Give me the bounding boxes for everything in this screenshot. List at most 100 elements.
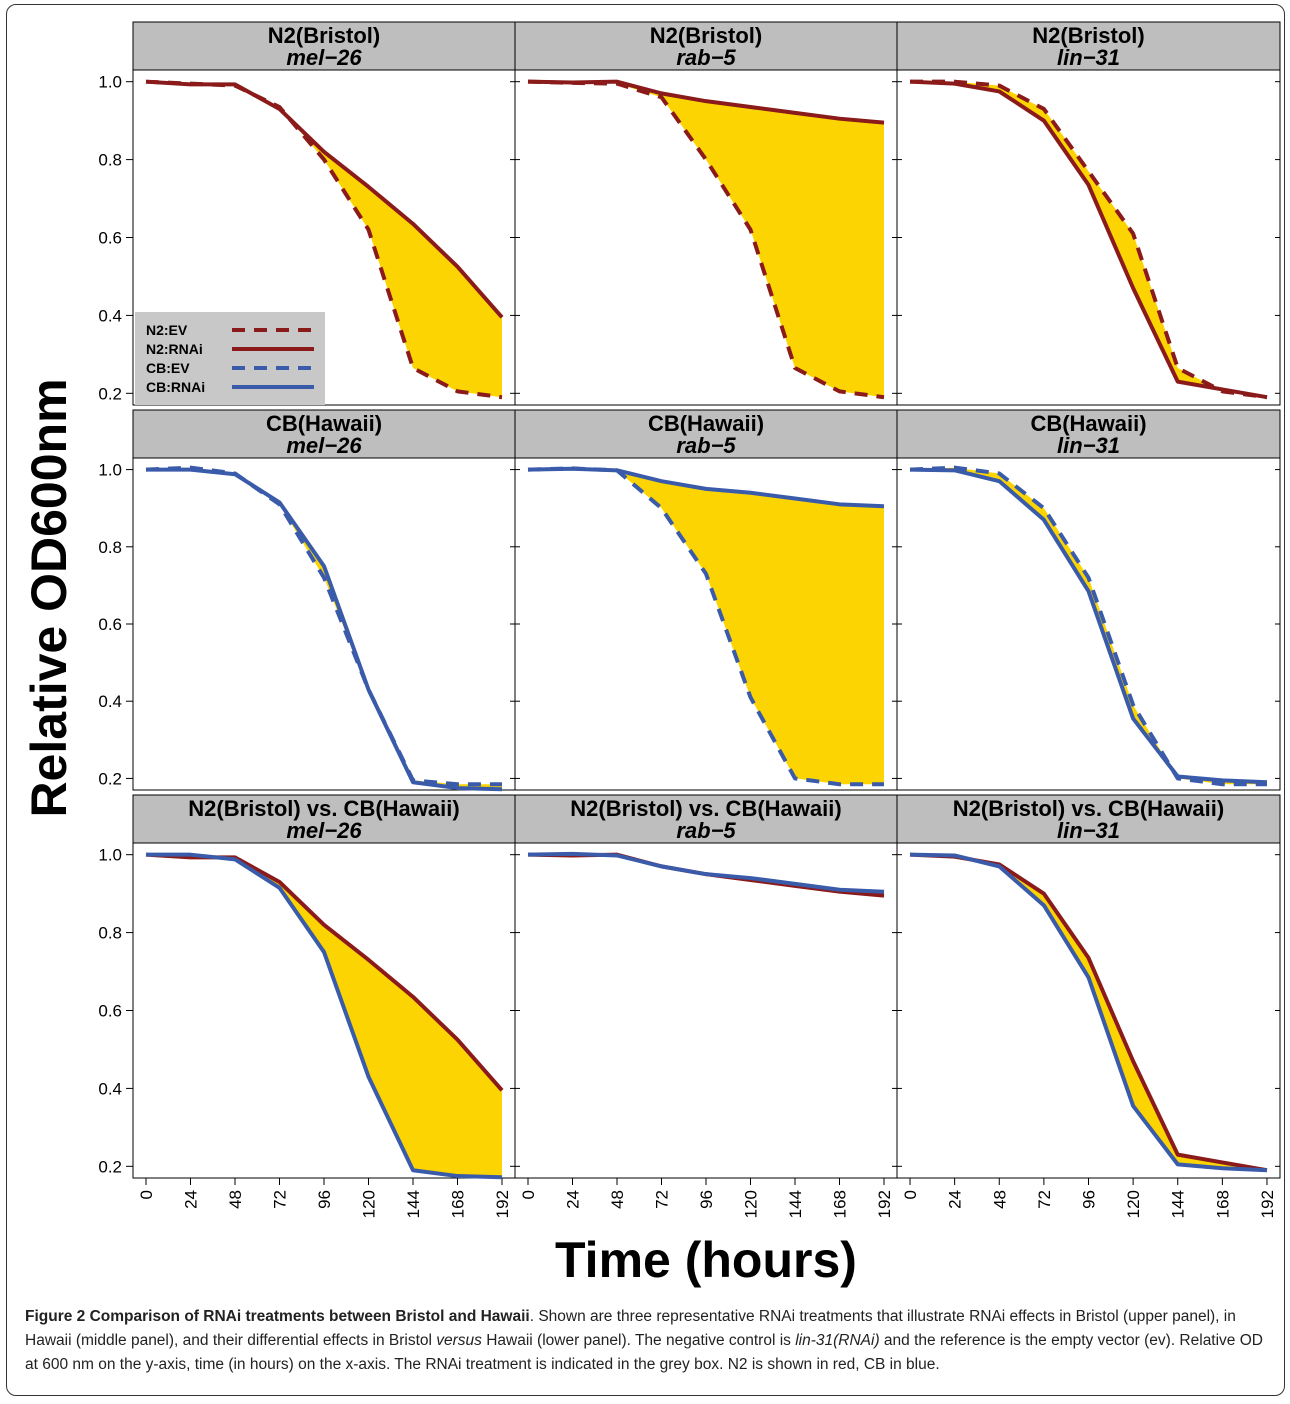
difference-area — [145, 81, 503, 398]
legend-label: CB:RNAi — [146, 379, 205, 395]
difference-area — [527, 468, 885, 785]
x-tick-label: 72 — [1035, 1190, 1054, 1209]
x-tick-label: 48 — [608, 1190, 627, 1209]
series-line-n2-rnai — [527, 79, 885, 125]
x-tick-label: 120 — [742, 1190, 761, 1218]
y-tick-label: 0.6 — [98, 1002, 122, 1021]
series-line-cb-rnai — [145, 852, 503, 1180]
series-line-cb-ev — [527, 466, 885, 787]
caption-versus: versus — [436, 1332, 482, 1349]
y-tick-label: 0.2 — [98, 384, 122, 403]
y-tick-label: 1.0 — [98, 73, 122, 92]
panel-strip-title: N2(Bristol) — [268, 23, 380, 48]
panel-strip-gene: lin−31 — [1057, 45, 1120, 70]
caption-text-2: Hawaii (lower panel). The negative contr… — [481, 1332, 796, 1349]
panel-8: N2(Bristol) vs. CB(Hawaii)rab−5 0 24 48 72 96… — [510, 794, 898, 1218]
series-line-cb-ev — [909, 465, 1267, 787]
series-line-n2-ev — [910, 79, 1268, 400]
panel-5: CB(Hawaii)rab−5 — [510, 409, 898, 791]
x-tick-label: 0 — [519, 1190, 538, 1199]
legend-box — [135, 312, 325, 405]
x-tick-label: 24 — [946, 1190, 965, 1209]
series-line-n2-ev — [527, 79, 885, 400]
y-axis-title: Relative OD600nm — [21, 378, 77, 817]
panel-7: N2(Bristol) vs. CB(Hawaii)mel−26 0.2 0.4 0.… — [98, 794, 516, 1218]
y-tick-label: 0.2 — [98, 1157, 122, 1176]
y-tick-label: 0.4 — [98, 692, 122, 711]
panel-strip — [514, 409, 898, 459]
y-tick-label: 0.4 — [98, 306, 122, 325]
series-line-n2-rnai — [909, 79, 1268, 400]
panel-strip-title: N2(Bristol) — [650, 23, 762, 48]
x-tick-label: 24 — [563, 1190, 582, 1209]
panel-strip-title: CB(Hawaii) — [1030, 411, 1146, 436]
panel-strip-title: CB(Hawaii) — [648, 411, 764, 436]
y-tick-label: 1.0 — [98, 461, 122, 480]
x-tick-label: 168 — [831, 1190, 850, 1218]
panel-plot-area — [896, 457, 1281, 791]
y-tick-label: 0.2 — [98, 769, 122, 788]
x-tick-label: 0 — [137, 1190, 156, 1199]
panel-strip — [514, 794, 898, 844]
caption-text-3: and the reference is the empty vector (e… — [25, 1332, 1263, 1373]
series-line-n2-rnai — [145, 79, 504, 319]
series-line-cb-rnai — [145, 467, 503, 792]
x-tick-label: 168 — [1213, 1190, 1232, 1218]
panel-strip-title: N2(Bristol) vs. CB(Hawaii) — [570, 796, 841, 821]
x-tick-label: 192 — [1258, 1190, 1277, 1218]
x-tick-label: 24 — [181, 1190, 200, 1209]
panel-strip — [896, 409, 1281, 459]
x-tick-label: 72 — [652, 1190, 671, 1209]
panel-strip — [514, 21, 898, 71]
panel-9: N2(Bristol) vs. CB(Hawaii)lin−31 0 24 48 72 9… — [892, 794, 1281, 1218]
x-tick-label: 96 — [697, 1190, 716, 1209]
panel-strip-title: N2(Bristol) — [1032, 23, 1144, 48]
figure-caption: Figure 2 Comparison of RNAi treatments b… — [25, 1305, 1275, 1377]
panel-strip-gene: mel−26 — [286, 818, 362, 843]
panel-4: CB(Hawaii)mel−26 0.2 0.4 0.6 0.8 1.0 — [98, 409, 516, 792]
panel-strip-gene: rab−5 — [676, 433, 736, 458]
panel-plot-area — [896, 842, 1281, 1179]
x-tick-label: 144 — [404, 1190, 423, 1218]
legend: N2:EV N2:RNAi CB:EV CB:RNAi — [135, 312, 325, 405]
panel-strip-gene: mel−26 — [286, 45, 362, 70]
figure-frame — [6, 4, 1285, 1396]
x-axis-title: Time (hours) — [555, 1232, 857, 1288]
panel-strip-gene: mel−26 — [286, 433, 362, 458]
legend-label: N2:EV — [146, 322, 188, 338]
difference-area — [145, 854, 503, 1178]
caption-title: Figure 2 Comparison of RNAi treatments b… — [25, 1308, 530, 1325]
panel-strip — [132, 409, 516, 459]
x-tick-label: 168 — [449, 1190, 468, 1218]
x-tick-label: 144 — [1169, 1190, 1188, 1218]
panel-plot-area — [132, 457, 516, 791]
y-tick-label: 0.4 — [98, 1079, 122, 1098]
panel-strip-title: N2(Bristol) vs. CB(Hawaii) — [953, 796, 1224, 821]
y-tick-label: 0.8 — [98, 924, 122, 943]
caption-negative-control: lin-31(RNAi) — [795, 1332, 880, 1349]
figure-chart: Relative OD600nm Time (hours) N2(Bristol… — [21, 21, 1281, 1288]
panel-strip-gene: lin−31 — [1057, 818, 1120, 843]
panel-2: N2(Bristol)rab−5 — [510, 21, 898, 406]
panel-strip-gene: lin−31 — [1057, 433, 1120, 458]
y-tick-label: 0.6 — [98, 615, 122, 634]
panel-strip — [896, 21, 1281, 71]
x-tick-label: 144 — [786, 1190, 805, 1218]
x-tick-label: 192 — [875, 1190, 894, 1218]
panel-strip — [896, 794, 1281, 844]
series-line-cb-rnai — [527, 851, 885, 894]
x-tick-label: 0 — [901, 1190, 920, 1199]
panel-strip-title: N2(Bristol) vs. CB(Hawaii) — [188, 796, 459, 821]
y-tick-label: 0.6 — [98, 229, 122, 248]
panel-strip-gene: rab−5 — [676, 45, 736, 70]
x-tick-label: 96 — [315, 1190, 334, 1209]
panel-plot-area — [514, 842, 898, 1179]
y-tick-label: 1.0 — [98, 846, 122, 865]
x-tick-label: 72 — [270, 1190, 289, 1209]
series-line-cb-rnai — [909, 852, 1268, 1173]
x-tick-label: 48 — [226, 1190, 245, 1209]
x-tick-label: 96 — [1080, 1190, 1099, 1209]
y-tick-label: 0.8 — [98, 151, 122, 170]
x-tick-label: 120 — [1124, 1190, 1143, 1218]
panel-3: N2(Bristol)lin−31 — [892, 21, 1281, 406]
